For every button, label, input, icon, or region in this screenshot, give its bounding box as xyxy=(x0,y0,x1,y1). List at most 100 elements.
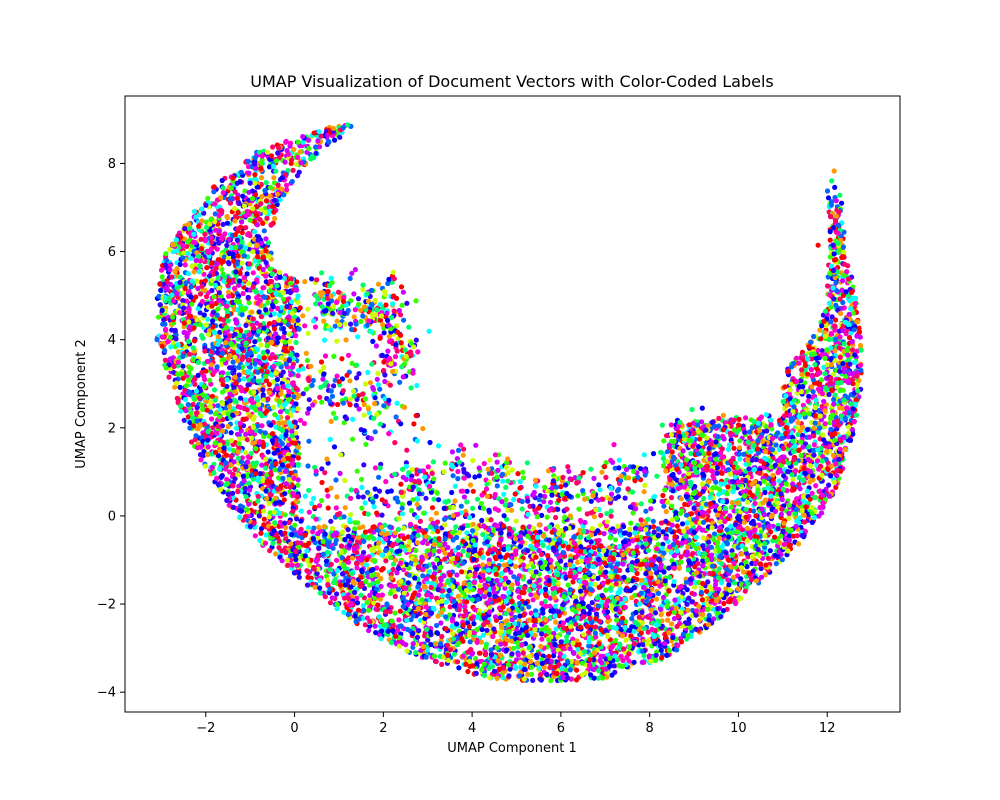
scatter-point xyxy=(592,582,598,588)
scatter-point xyxy=(321,523,327,530)
scatter-point xyxy=(325,505,331,511)
scatter-point xyxy=(199,206,205,212)
scatter-point xyxy=(180,298,186,304)
scatter-point xyxy=(685,544,691,550)
scatter-point xyxy=(275,150,281,156)
scatter-point xyxy=(263,236,269,242)
scatter-point xyxy=(316,144,323,150)
scatter-point xyxy=(163,251,169,257)
scatter-point xyxy=(658,612,664,618)
scatter-point xyxy=(197,310,203,316)
scatter-point xyxy=(284,182,290,188)
scatter-point xyxy=(379,552,385,558)
scatter-point xyxy=(598,512,604,519)
scatter-point xyxy=(387,524,393,530)
scatter-point xyxy=(827,254,833,260)
scatter-point xyxy=(660,492,666,499)
scatter-point xyxy=(503,484,509,490)
scatter-point xyxy=(227,200,233,206)
scatter-point xyxy=(250,270,256,276)
scatter-point xyxy=(214,475,220,481)
scatter-point xyxy=(162,357,168,363)
scatter-point xyxy=(177,384,183,390)
scatter-point xyxy=(513,626,519,633)
scatter-point xyxy=(234,195,240,201)
scatter-point xyxy=(684,601,690,607)
scatter-point xyxy=(342,505,348,511)
scatter-point xyxy=(629,595,635,601)
scatter-point xyxy=(741,451,747,457)
scatter-point xyxy=(361,462,367,468)
scatter-point xyxy=(359,505,365,511)
scatter-point xyxy=(239,219,245,225)
scatter-point xyxy=(343,337,349,343)
scatter-point xyxy=(276,399,282,405)
scatter-point xyxy=(376,488,383,494)
scatter-point xyxy=(574,677,580,683)
scatter-point xyxy=(458,488,464,494)
scatter-point xyxy=(241,416,247,422)
scatter-point xyxy=(855,319,861,325)
scatter-point xyxy=(471,621,477,627)
scatter-point xyxy=(331,353,337,359)
scatter-point xyxy=(541,499,547,505)
scatter-point xyxy=(580,488,586,494)
scatter-point xyxy=(261,228,267,234)
scatter-point xyxy=(444,642,451,648)
scatter-point xyxy=(207,377,213,383)
scatter-point xyxy=(306,406,312,412)
scatter-point xyxy=(185,250,191,256)
scatter-point xyxy=(220,185,226,191)
scatter-point xyxy=(260,254,266,260)
scatter-point xyxy=(438,620,444,626)
scatter-point xyxy=(633,506,639,512)
scatter-point xyxy=(355,520,361,526)
scatter-point xyxy=(663,518,669,524)
scatter-point xyxy=(224,242,230,248)
scatter-point xyxy=(409,595,415,601)
scatter-point xyxy=(272,215,278,222)
scatter-point xyxy=(301,420,307,427)
scatter-point xyxy=(257,217,263,223)
scatter-point xyxy=(591,657,597,663)
scatter-point xyxy=(663,508,669,515)
scatter-point xyxy=(258,175,265,181)
scatter-point xyxy=(767,548,773,554)
scatter-point xyxy=(479,626,485,633)
scatter-point xyxy=(222,330,228,336)
scatter-point xyxy=(491,626,497,632)
scatter-point xyxy=(265,449,271,455)
scatter-point xyxy=(461,494,467,500)
scatter-point xyxy=(580,470,586,476)
scatter-point xyxy=(810,389,816,395)
scatter-point xyxy=(333,537,339,543)
scatter-point xyxy=(373,630,379,636)
scatter-point xyxy=(390,566,396,573)
scatter-point xyxy=(680,631,687,637)
scatter-point xyxy=(379,512,385,518)
scatter-point xyxy=(576,506,582,512)
scatter-point xyxy=(710,473,716,479)
scatter-point xyxy=(700,535,707,541)
scatter-point xyxy=(716,415,722,421)
scatter-point xyxy=(490,633,496,640)
scatter-point xyxy=(796,474,802,481)
scatter-point xyxy=(277,269,283,275)
scatter-point xyxy=(296,574,302,580)
scatter-point xyxy=(582,519,588,526)
scatter-point xyxy=(608,508,614,514)
scatter-point xyxy=(372,429,378,435)
scatter-point xyxy=(830,371,836,377)
scatter-point xyxy=(692,564,698,570)
scatter-point xyxy=(525,671,531,678)
scatter-point xyxy=(700,612,706,618)
scatter-point xyxy=(726,582,732,588)
scatter-point xyxy=(305,410,311,416)
scatter-point xyxy=(225,309,231,315)
scatter-point xyxy=(291,394,297,400)
scatter-point xyxy=(438,577,444,583)
scatter-point xyxy=(738,595,744,601)
scatter-point xyxy=(306,509,312,515)
scatter-point xyxy=(668,422,674,428)
scatter-point xyxy=(259,423,265,429)
